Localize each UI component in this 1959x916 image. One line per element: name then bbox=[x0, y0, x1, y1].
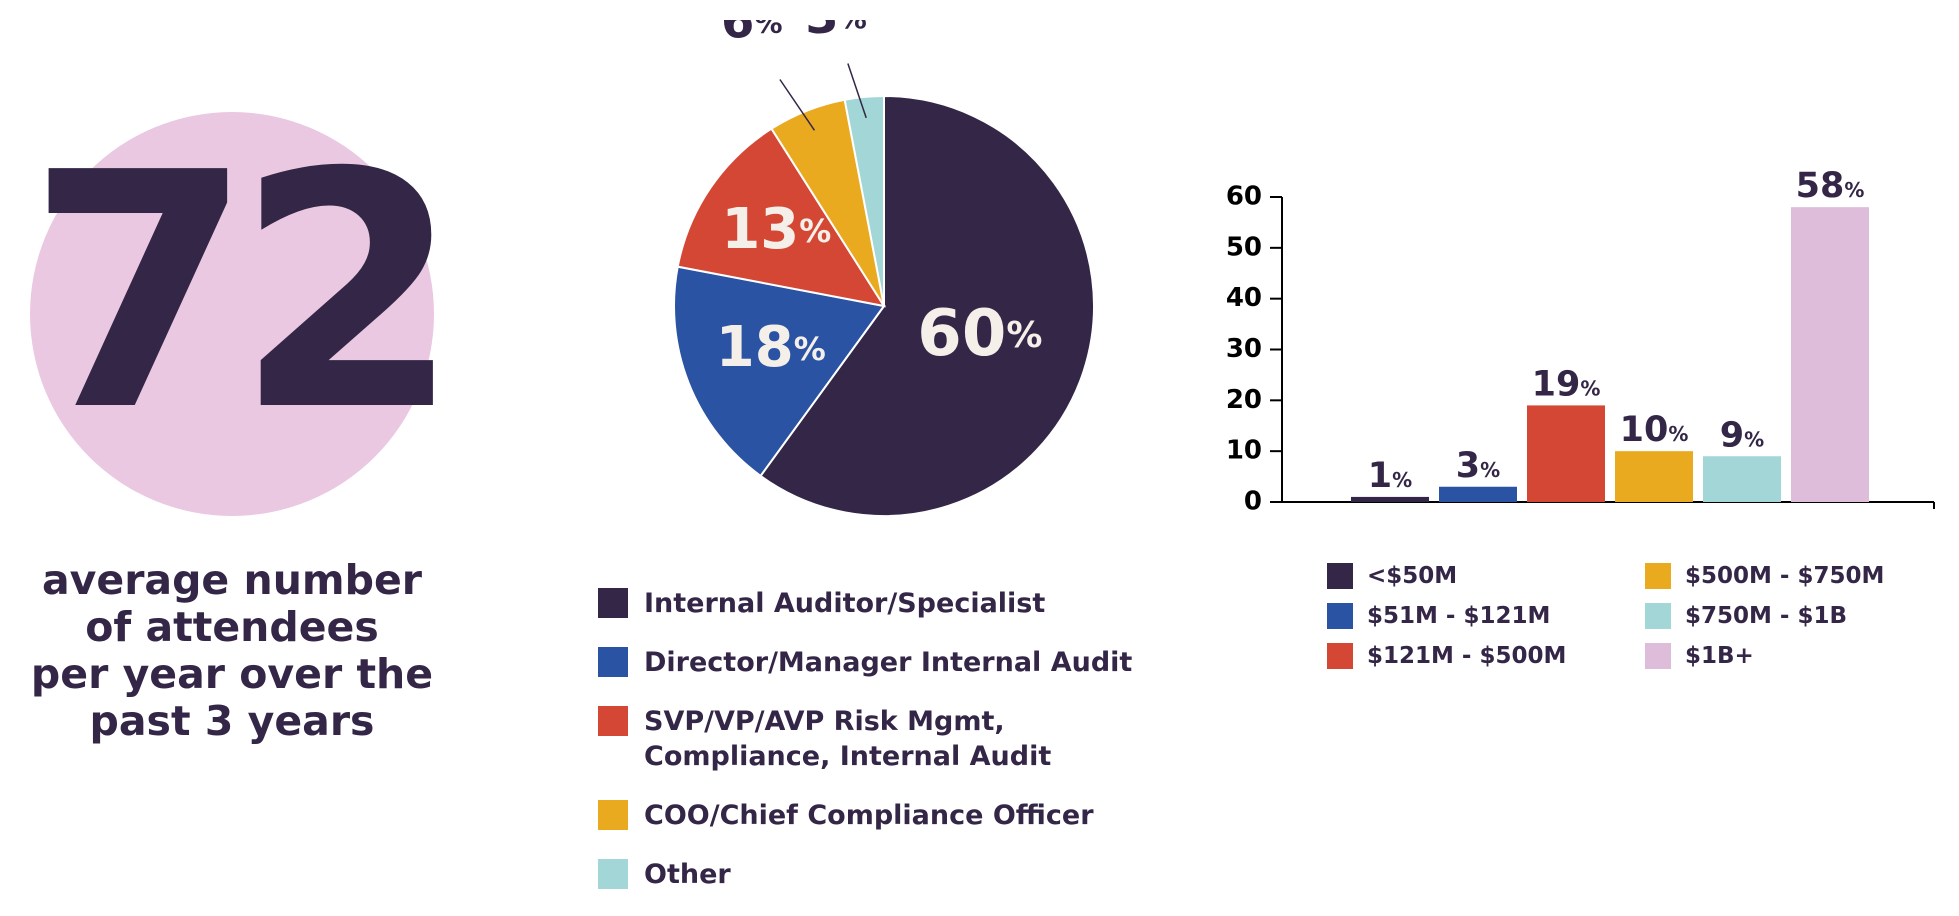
legend-swatch bbox=[1645, 643, 1671, 669]
bar bbox=[1351, 496, 1429, 502]
bar-chart: 0 10 20 30 40 50 60 1% 3% 19% 10% 9% 58% bbox=[1226, 166, 1935, 517]
stat-circle bbox=[30, 112, 434, 516]
pie-slice bbox=[843, 94, 885, 307]
bar bbox=[1791, 207, 1869, 502]
bar bbox=[1615, 451, 1693, 502]
legend-label: COO/Chief Compliance Officer bbox=[644, 800, 1094, 831]
pie-leader-line bbox=[779, 79, 816, 131]
pie-slice bbox=[759, 94, 1095, 517]
legend-label: <$50M bbox=[1367, 563, 1458, 589]
legend-swatch bbox=[598, 588, 628, 618]
pie-legend-item: SVP/VP/AVP Risk Mgmt, Compliance, Intern… bbox=[598, 704, 1132, 774]
bar bbox=[1703, 456, 1781, 502]
pie-slice bbox=[676, 127, 887, 308]
pie-legend: Internal Auditor/Specialist Director/Mana… bbox=[598, 586, 1132, 916]
legend-swatch bbox=[598, 800, 628, 830]
bar-legend-item: $750M - $1B bbox=[1645, 596, 1927, 636]
legend-swatch bbox=[1327, 603, 1353, 629]
pie-legend-item: Internal Auditor/Specialist bbox=[598, 586, 1132, 621]
pie-legend-item: Director/Manager Internal Audit bbox=[598, 645, 1132, 680]
legend-swatch bbox=[1327, 563, 1353, 589]
bar-legend-item: <$50M bbox=[1327, 556, 1645, 596]
legend-label: $121M - $500M bbox=[1367, 643, 1567, 669]
bar-data-label: 1% bbox=[1368, 456, 1412, 496]
stat-caption-line: past 3 years bbox=[89, 697, 375, 745]
legend-label: $1B+ bbox=[1685, 643, 1754, 669]
legend-label: Internal Auditor/Specialist bbox=[644, 588, 1046, 619]
pie-leader-line bbox=[847, 63, 867, 119]
legend-swatch bbox=[598, 647, 628, 677]
y-tick-label: 0 bbox=[1244, 487, 1262, 517]
legend-label: Other bbox=[644, 859, 731, 890]
y-tick-label: 30 bbox=[1226, 334, 1262, 364]
y-tick-label: 40 bbox=[1226, 283, 1262, 313]
pie-slice bbox=[673, 265, 886, 478]
legend-label: $750M - $1B bbox=[1685, 603, 1847, 629]
pie-data-label: 18% bbox=[716, 315, 826, 380]
y-tick-label: 50 bbox=[1226, 232, 1262, 262]
bar-legend: <$50M $51M - $121M $121M - $500M $500M - $7… bbox=[1327, 556, 1927, 676]
legend-swatch bbox=[598, 859, 628, 889]
legend-label: Director/Manager Internal Audit bbox=[644, 647, 1133, 678]
stat-caption: average number of attendees per year ove… bbox=[12, 557, 452, 745]
bar-data-label: 3% bbox=[1456, 446, 1500, 486]
stat-caption-line: per year over the bbox=[30, 650, 434, 698]
stat-caption-line: of attendees bbox=[85, 603, 379, 651]
bar-data-label: 19% bbox=[1532, 364, 1601, 404]
stat-number: 72 bbox=[26, 103, 461, 482]
legend-swatch bbox=[1645, 563, 1671, 589]
bar-data-label: 10% bbox=[1620, 410, 1689, 450]
pie-data-label: 6% bbox=[721, 20, 782, 50]
stat-caption-line: average number bbox=[42, 556, 422, 604]
pie-chart: 60% 18% 13% 6% 3% bbox=[673, 20, 1095, 517]
legend-swatch bbox=[1327, 643, 1353, 669]
pie-legend-item: COO/Chief Compliance Officer bbox=[598, 798, 1132, 833]
legend-label: SVP/VP/AVP Risk Mgmt, Compliance, Intern… bbox=[644, 706, 1052, 772]
legend-label: $51M - $121M bbox=[1367, 603, 1551, 629]
legend-swatch bbox=[1645, 603, 1671, 629]
y-tick-label: 10 bbox=[1226, 436, 1262, 466]
bar bbox=[1439, 486, 1517, 502]
bar bbox=[1527, 405, 1605, 502]
legend-swatch bbox=[598, 706, 628, 736]
bar-legend-item: $1B+ bbox=[1645, 636, 1927, 676]
legend-label: $500M - $750M bbox=[1685, 563, 1885, 589]
pie-data-label: 3% bbox=[805, 20, 866, 45]
bar-legend-item: $500M - $750M bbox=[1645, 556, 1927, 596]
y-tick-label: 60 bbox=[1226, 182, 1262, 212]
pie-legend-item: Other bbox=[598, 857, 1132, 892]
pie-data-label: 60% bbox=[917, 297, 1042, 371]
bar-legend-item: $121M - $500M bbox=[1327, 636, 1645, 676]
bar-data-label: 58% bbox=[1796, 166, 1865, 206]
bar-data-label: 9% bbox=[1720, 415, 1764, 455]
bar-legend-item: $51M - $121M bbox=[1327, 596, 1645, 636]
pie-data-label: 13% bbox=[721, 197, 831, 262]
y-tick-label: 20 bbox=[1226, 385, 1262, 415]
